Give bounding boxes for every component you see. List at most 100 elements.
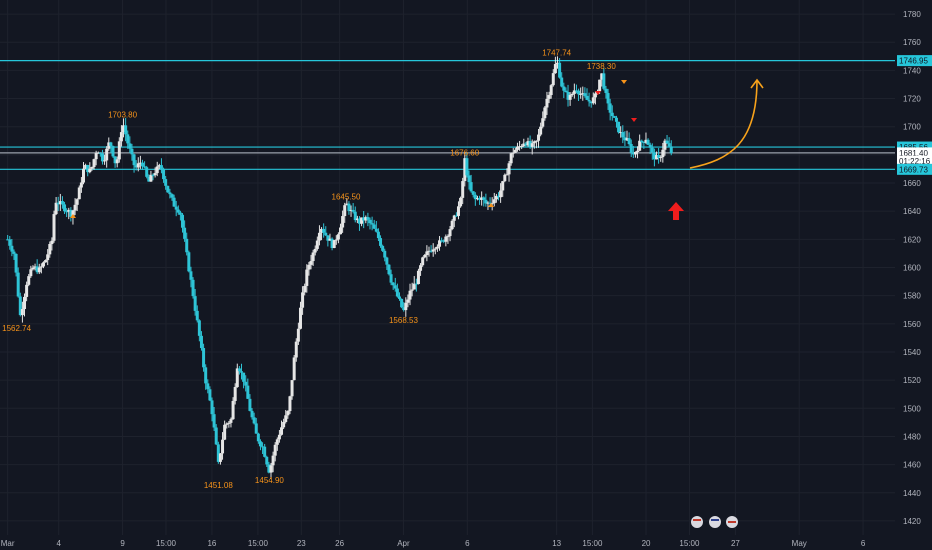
candle-body — [48, 244, 52, 255]
candle-body — [587, 99, 591, 102]
candle-body — [216, 444, 220, 462]
candle-body — [490, 203, 494, 205]
candle-body — [267, 464, 271, 473]
candle-body — [438, 240, 442, 247]
curved-forecast-arrow[interactable] — [689, 79, 758, 169]
candle-body — [511, 152, 515, 154]
candle-body — [629, 144, 633, 153]
candle-body — [564, 90, 568, 93]
orange-up-triangle — [488, 203, 494, 207]
y-tick-label: 1600 — [903, 264, 921, 273]
candle-body — [427, 250, 431, 252]
candle-body — [67, 209, 71, 212]
candle-body — [309, 261, 313, 265]
candle-body — [191, 279, 195, 297]
candle-body — [322, 228, 326, 233]
candle-body — [12, 251, 16, 254]
price-annotation: 1451.08 — [204, 481, 233, 490]
horizontal-levels[interactable] — [0, 60, 895, 170]
x-tick-label: 13 — [552, 539, 561, 548]
candle-body — [178, 212, 182, 215]
drawings[interactable] — [70, 78, 764, 220]
time-axis[interactable]: Mar 4 9 15:00 16 15:00 23 26 Apr 6 13 15:00 20 15:00 2… — [0, 535, 932, 550]
candle-body — [463, 158, 467, 182]
candle-body — [96, 152, 100, 154]
candle-body — [183, 227, 187, 239]
x-tick-label: 27 — [731, 539, 740, 548]
event-flag-icon-2[interactable] — [709, 516, 721, 528]
y-tick-label: 1460 — [903, 461, 921, 470]
candle-body — [81, 168, 85, 183]
candle-body — [665, 140, 669, 144]
candle-body — [450, 220, 454, 230]
forecast-arrow-head[interactable] — [750, 78, 764, 89]
candle-body — [558, 62, 562, 78]
candle-body — [336, 234, 340, 240]
candle-body — [606, 93, 610, 104]
candle-body — [452, 215, 456, 221]
price-tag-text-resistance: 1746.95 — [899, 57, 928, 66]
candle-body — [640, 140, 644, 142]
candle-body — [233, 387, 237, 401]
candle-body — [301, 292, 305, 308]
candle-body — [193, 296, 197, 311]
y-tick-label: 1560 — [903, 320, 921, 329]
candle-body — [250, 410, 254, 418]
candle-body — [56, 202, 60, 205]
candle-body — [27, 276, 31, 285]
price-axis[interactable]: 1420 1440 1460 1480 1500 1520 1540 1560 1580 1600… — [895, 0, 932, 550]
candle-body — [376, 231, 380, 239]
y-tick-label: 1760 — [903, 38, 921, 47]
candle-body — [448, 229, 452, 237]
candle-body — [499, 190, 503, 198]
candle-body — [534, 140, 538, 142]
price-tag-text-support: 1669.73 — [899, 165, 928, 174]
candle-body — [604, 88, 608, 94]
candle-body — [181, 214, 185, 228]
candle-body — [305, 269, 309, 286]
candle-body — [324, 232, 328, 236]
candle-body — [202, 348, 206, 368]
candle-body — [515, 146, 519, 150]
candle-body — [256, 433, 260, 442]
candle-body — [254, 423, 258, 434]
event-flag-icon-1[interactable] — [691, 516, 703, 528]
candle-body — [566, 92, 570, 100]
x-tick-label: 16 — [207, 539, 216, 548]
candle-body — [280, 427, 284, 435]
candle-body — [239, 371, 243, 373]
candle-body — [155, 166, 159, 174]
candle-body — [326, 235, 330, 241]
candle-body — [14, 253, 18, 273]
candle-body — [23, 296, 27, 310]
candle-body — [320, 228, 324, 233]
candle-body — [84, 164, 88, 169]
candle-body — [572, 90, 576, 94]
candle-body — [507, 163, 511, 175]
event-icons[interactable] — [691, 516, 738, 528]
candle-body — [35, 266, 39, 273]
candle-body — [355, 218, 359, 221]
red-signal-arrow-icon[interactable] — [668, 202, 684, 220]
candle-body — [349, 209, 353, 211]
candle-body — [530, 143, 534, 147]
y-tick-label: 1540 — [903, 348, 921, 357]
candle-body — [528, 141, 532, 147]
candle-body — [488, 202, 492, 204]
candle-body — [277, 434, 281, 440]
candle-body — [423, 254, 427, 258]
candle-body — [652, 152, 656, 160]
candle-body — [229, 419, 233, 423]
x-tick-label: 26 — [335, 539, 344, 548]
price-annotation: 1747.74 — [542, 48, 571, 57]
candle-body — [585, 95, 589, 100]
candle-body — [370, 223, 374, 225]
y-tick-label: 1520 — [903, 376, 921, 385]
candle-body — [145, 167, 149, 177]
candle-body — [90, 167, 94, 169]
candle-body — [608, 103, 612, 113]
x-tick-label: 9 — [120, 539, 125, 548]
candle-body — [273, 444, 277, 456]
candle-body — [206, 383, 210, 390]
